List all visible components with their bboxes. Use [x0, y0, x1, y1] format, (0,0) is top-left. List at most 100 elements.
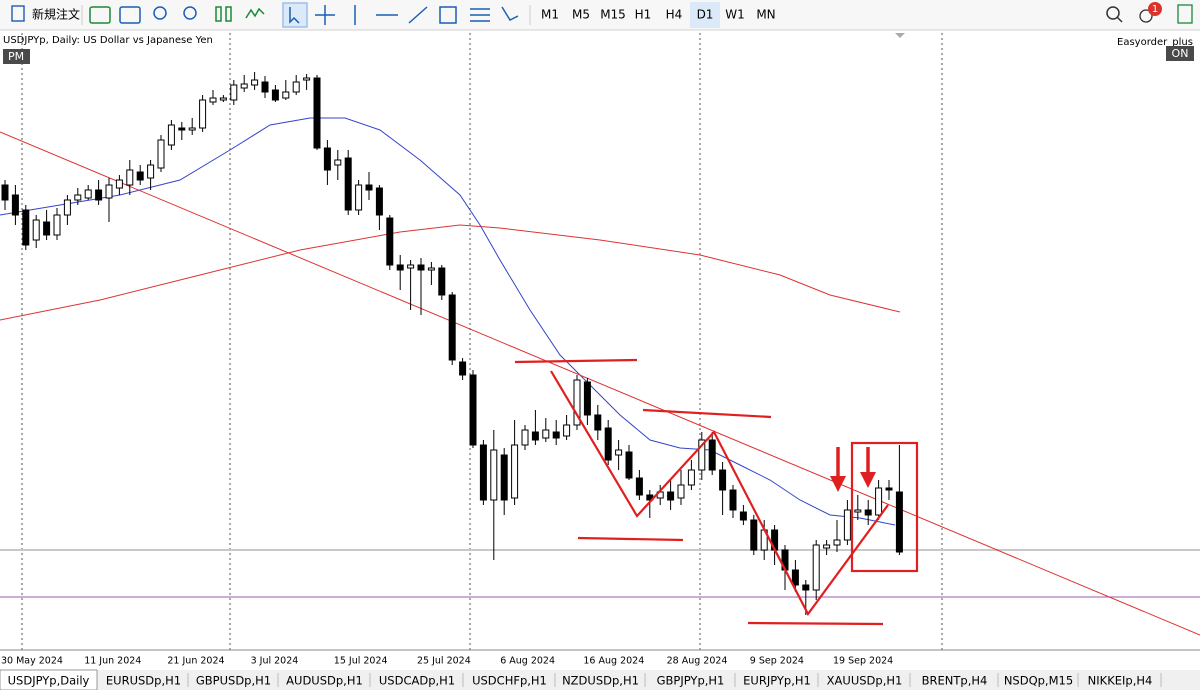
tab-label[interactable]: GBPJPYp,H1: [657, 674, 725, 688]
candle-body: [32, 219, 40, 241]
timeframe-button[interactable]: M5: [572, 8, 590, 22]
tool-bars[interactable]: [225, 6, 232, 22]
candle-body: [802, 584, 810, 591]
tool-rect[interactable]: [439, 6, 457, 24]
candle-body: [469, 374, 477, 446]
x-tick-label: 21 Jun 2024: [167, 656, 224, 667]
candle-body: [188, 127, 196, 131]
candle-body: [22, 209, 30, 246]
candle-body: [750, 519, 758, 551]
timeframe-button[interactable]: M1: [541, 8, 559, 22]
tool-trendline[interactable]: [408, 6, 428, 24]
candle-body: [542, 429, 550, 439]
timeframe-button[interactable]: H1: [635, 8, 652, 22]
tab-label[interactable]: NIKKEIp,H4: [1088, 674, 1153, 688]
candle-body: [11, 194, 19, 216]
new-order-label: 新規注文: [32, 7, 80, 22]
tab-label[interactable]: XAUUSDp,H1: [827, 674, 903, 688]
tool-icons: [89, 2, 519, 28]
candle-body: [459, 361, 467, 376]
candle-body: [115, 179, 123, 189]
candle-body: [355, 184, 363, 211]
new-order-button[interactable]: 新規注文: [11, 5, 80, 22]
tool-bars[interactable]: [215, 6, 222, 22]
annotation-line: [577, 536, 684, 542]
tab-label[interactable]: AUDUSDp,H1: [286, 674, 363, 688]
x-tick-label: 25 Jul 2024: [417, 656, 471, 667]
shift-marker: [895, 33, 905, 38]
active-timeframe-bg: [690, 2, 720, 28]
x-tick-label: 19 Sep 2024: [833, 656, 893, 667]
annotation-line: [747, 621, 884, 626]
candle-body: [833, 539, 841, 546]
tool-autoscroll[interactable]: [89, 6, 111, 24]
tool-cursor-active[interactable]: [282, 2, 308, 28]
timeframe-button[interactable]: MN: [756, 8, 775, 22]
annotation-line: [514, 358, 638, 364]
notification-count: 1: [1152, 4, 1158, 15]
candle-body: [885, 487, 893, 491]
candle-body: [583, 381, 591, 416]
tab-label[interactable]: EURJPYp,H1: [743, 674, 811, 688]
candle-body: [157, 139, 165, 169]
tab-label[interactable]: EURUSDp,H1: [106, 674, 181, 688]
ea-status-badge: [1166, 46, 1194, 61]
candle-body: [895, 491, 903, 553]
ea-status: ON: [1172, 47, 1189, 60]
candle-body: [251, 79, 259, 86]
tab-label[interactable]: NSDQp,M15: [1004, 674, 1073, 688]
candle-body: [604, 427, 612, 461]
tool-zoom-in[interactable]: [153, 6, 167, 20]
candle-body: [563, 424, 571, 437]
candle-body: [625, 451, 633, 479]
candle-body: [292, 81, 300, 93]
signals-icon[interactable]: [1177, 4, 1193, 24]
x-tick-label: 28 Aug 2024: [667, 656, 728, 667]
tabs: USDJPYp,Daily EURUSDp,H1 GBPUSDp,H1 AUDUSDp…: [0, 669, 1162, 690]
tool-zoom-out[interactable]: [183, 6, 197, 20]
candle-body: [812, 544, 820, 591]
highlight-box: [850, 441, 919, 573]
candle-body: [344, 157, 352, 211]
tool-shift[interactable]: [119, 6, 141, 24]
candle-body: [43, 221, 51, 236]
candle-body: [511, 444, 519, 499]
arrow-head: [830, 476, 846, 492]
timeframes: M1 M5 M15 H1 H4 D1 W1 MN: [541, 8, 776, 22]
search-icon: [1116, 16, 1123, 23]
x-tick-label: 15 Jul 2024: [334, 656, 388, 667]
candle-body: [407, 264, 415, 269]
tab-label[interactable]: BRENTp,H4: [922, 674, 988, 688]
timeframe-button[interactable]: H4: [666, 8, 683, 22]
timeframe-button[interactable]: D1: [697, 8, 714, 22]
tab-label[interactable]: USDCHFp,H1: [472, 674, 547, 688]
candle-body: [594, 414, 602, 431]
candle-body: [95, 189, 103, 201]
toolbar: 新規注文 M1 M5 M15: [0, 0, 1200, 31]
candle-body: [729, 489, 737, 511]
session-label: PM: [8, 50, 24, 63]
tab-label[interactable]: NZDUSDp,H1: [562, 674, 639, 688]
x-tick-label: 30 May 2024: [1, 656, 63, 667]
search-icon[interactable]: [1106, 6, 1120, 20]
zigzag: [550, 370, 889, 617]
tab-label[interactable]: USDCADp,H1: [379, 674, 455, 688]
chart-area: USDJPYp, Daily: US Dollar vs Japanese Ye…: [0, 31, 1200, 650]
candle-body: [105, 184, 113, 199]
candle-body: [136, 171, 144, 181]
tool-cursor: [289, 7, 300, 24]
candle-body: [323, 147, 331, 171]
x-tick-label: 3 Jul 2024: [251, 656, 299, 667]
tab-label[interactable]: USDJPYp,Daily: [8, 674, 90, 688]
candle-body: [1, 184, 9, 201]
timeframe-button[interactable]: W1: [725, 8, 745, 22]
candle-body: [230, 84, 238, 101]
tool-shapes[interactable]: [501, 6, 519, 21]
x-tick-label: 9 Sep 2024: [750, 656, 804, 667]
messages-icon[interactable]: [1139, 9, 1153, 23]
candle-body: [854, 509, 862, 513]
timeframe-button[interactable]: M15: [600, 8, 626, 22]
tab-label[interactable]: GBPUSDp,H1: [196, 674, 271, 688]
tool-line-chart[interactable]: [245, 7, 265, 19]
